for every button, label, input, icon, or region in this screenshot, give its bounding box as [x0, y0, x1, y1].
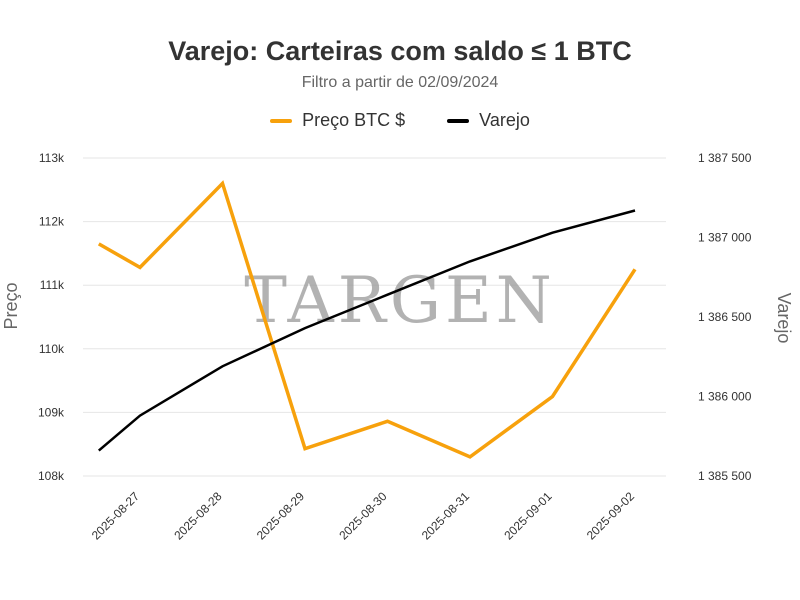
left-tick-label: 110k [39, 342, 65, 356]
left-axis-title: Preço [1, 282, 21, 329]
right-tick-label: 1 386 500 [698, 310, 752, 324]
chart-subtitle: Filtro a partir de 02/09/2024 [301, 74, 499, 91]
x-tick-label: 2025-08-30 [336, 489, 390, 543]
left-tick-label: 111k [40, 278, 65, 292]
chart-grid [83, 157, 666, 477]
left-tick-label: 108k [38, 469, 65, 483]
legend-label-retail: Varejo [479, 110, 530, 130]
right-axis-ticks: 1 385 500 1 386 000 1 386 500 1 387 000 1 38… [698, 151, 752, 483]
legend-swatch-price [270, 118, 293, 123]
watermark-logo: TARGEN [244, 264, 555, 338]
x-tick-label: 2025-08-27 [89, 489, 143, 543]
right-axis-title: Varejo [774, 293, 794, 344]
left-tick-label: 109k [38, 405, 65, 419]
x-tick-label: 2025-08-29 [254, 489, 308, 543]
legend-item-price[interactable]: Preço BTC $ [270, 110, 405, 131]
right-tick-label: 1 387 500 [698, 151, 752, 165]
left-tick-label: 112k [39, 215, 65, 229]
right-tick-label: 1 385 500 [698, 469, 752, 483]
series-line-price[interactable] [97, 180, 637, 459]
x-tick-label: 2025-08-28 [171, 489, 225, 543]
left-axis-ticks: 108k 109k 110k 111k 112k 113k [38, 151, 65, 483]
x-tick-label: 2025-09-02 [584, 489, 638, 543]
right-tick-label: 1 386 000 [698, 390, 752, 404]
x-axis-ticks: 2025-08-27 2025-08-28 2025-08-29 2025-08-30… [89, 489, 638, 543]
chart-title: Varejo: Carteiras com saldo ≤ 1 BTC [168, 36, 632, 66]
left-tick-label: 113k [39, 151, 65, 165]
chart-legend: Preço BTC $ Varejo [0, 110, 800, 131]
legend-swatch-retail [447, 118, 470, 123]
legend-label-price: Preço BTC $ [302, 110, 406, 130]
x-tick-label: 2025-08-31 [419, 489, 473, 543]
series-line-retail[interactable] [97, 209, 636, 452]
series-layer [97, 180, 637, 459]
right-tick-label: 1 387 000 [698, 231, 752, 245]
x-tick-label: 2025-09-01 [501, 489, 555, 543]
legend-item-retail[interactable]: Varejo [447, 110, 530, 131]
